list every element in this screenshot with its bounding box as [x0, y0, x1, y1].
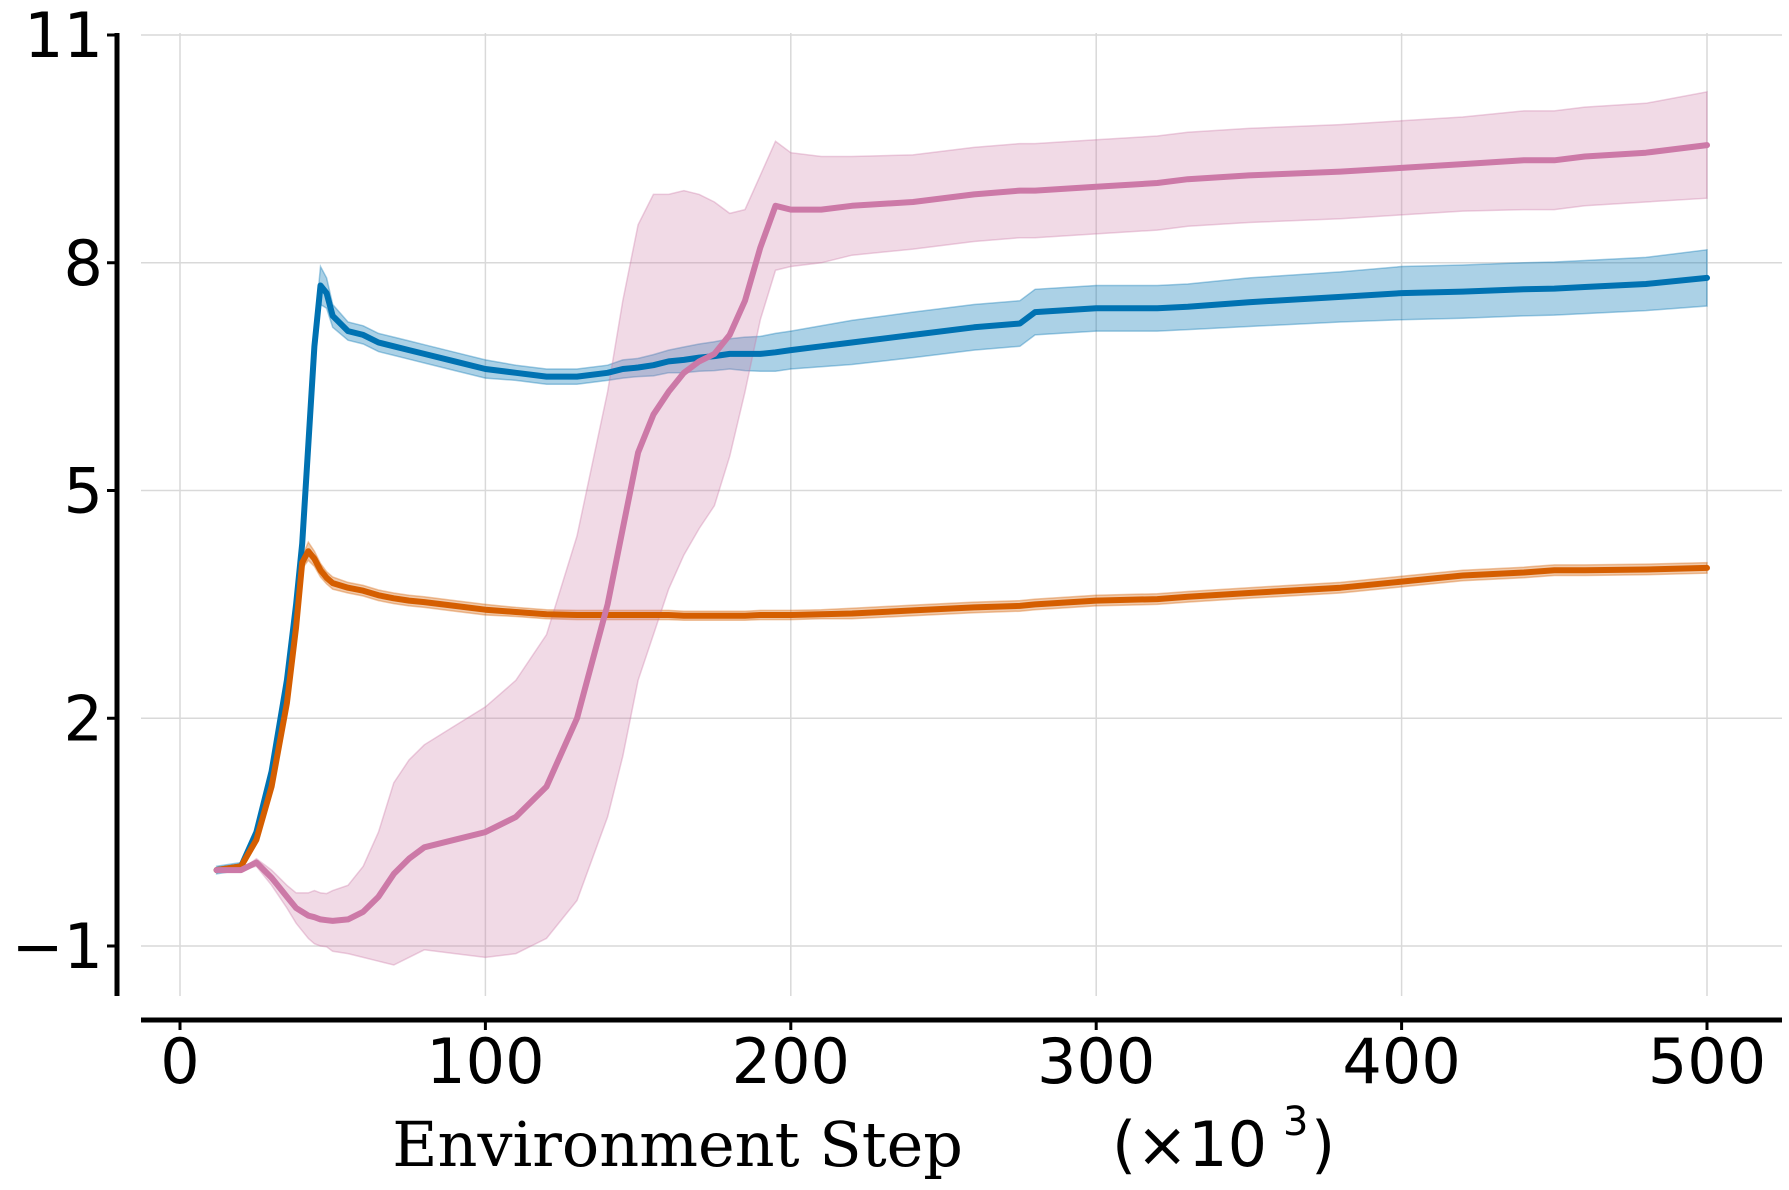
- x-axis-label-text: Environment Step: [392, 1108, 963, 1181]
- y-tick-label: −1: [12, 910, 103, 983]
- line-blue: [213, 274, 1710, 874]
- axes: [114, 33, 1782, 1023]
- x-tick-label: 300: [1037, 1025, 1155, 1098]
- band-pink: [216, 90, 1708, 966]
- x-axis-label: Environment Step (×10 3 ): [392, 1099, 1335, 1181]
- series-lines: [213, 142, 1710, 924]
- x-axis-label-exponent: 3: [1283, 1099, 1308, 1145]
- x-tick-label: 200: [732, 1025, 850, 1098]
- y-tick-label: 2: [64, 682, 103, 755]
- x-ticks: 0 100 200 300 400 500: [160, 1020, 1766, 1098]
- line-pink: [213, 142, 1710, 924]
- y-tick-label: 11: [24, 0, 103, 72]
- y-tick-label: 5: [64, 455, 103, 528]
- x-axis-label-unit: (×10: [1112, 1108, 1267, 1181]
- line-orange: [213, 548, 1710, 874]
- band-blue: [215, 248, 1708, 875]
- x-axis-label-close: ): [1311, 1108, 1335, 1181]
- x-tick-label: 500: [1648, 1025, 1766, 1098]
- x-tick-label: 400: [1342, 1025, 1460, 1098]
- grid: [141, 33, 1782, 996]
- confidence-bands: [215, 90, 1708, 966]
- x-tick-label: 100: [426, 1025, 544, 1098]
- y-tick-label: 8: [64, 227, 103, 300]
- y-ticks: −1 2 5 8 11: [12, 0, 117, 983]
- x-tick-label: 0: [160, 1025, 199, 1098]
